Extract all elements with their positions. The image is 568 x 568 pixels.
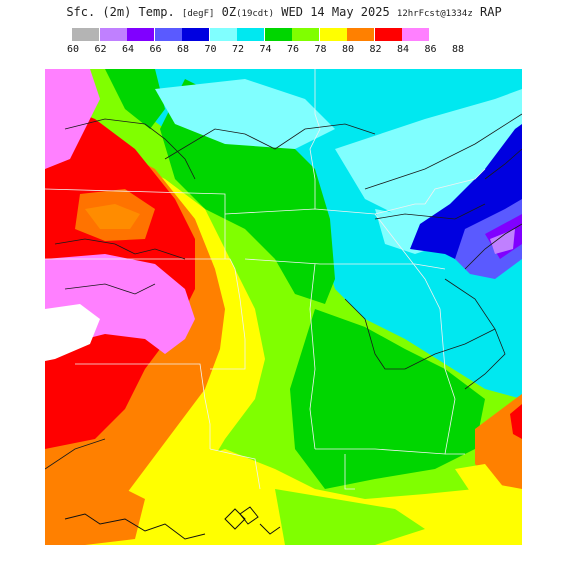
- field-84-west: [45, 69, 100, 169]
- field-62-east: [490, 229, 515, 254]
- legend-tick-72: 72: [231, 44, 245, 55]
- temperature-map: [45, 69, 522, 545]
- legend-tick-78: 78: [314, 44, 327, 55]
- legend-swatch-82: [374, 28, 402, 41]
- legend-tick-86: 86: [424, 44, 437, 55]
- field-78-south: [155, 449, 522, 545]
- title-model: RAP: [480, 5, 502, 19]
- legend-tick-82: 82: [369, 44, 382, 55]
- legend-swatch-66: [154, 28, 182, 41]
- color-legend: [72, 28, 430, 42]
- title-date: WED 14 May 2025: [281, 5, 390, 19]
- field-86-west: [45, 304, 100, 361]
- field-80-west-north: [75, 189, 155, 241]
- legend-tick-74: 74: [259, 44, 272, 55]
- field-74-south: [290, 309, 485, 489]
- field-70-north: [155, 79, 335, 149]
- legend-tick-64: 64: [121, 44, 135, 55]
- field-82-se: [510, 404, 522, 439]
- map-title: Sfc. (2m) Temp. [degF] 0Z(19cdt) WED 14 …: [0, 5, 568, 19]
- title-forecast: 12hrFcst@1334z: [396, 9, 473, 19]
- coastline: [64, 506, 281, 540]
- legend-swatch-78: [319, 28, 347, 41]
- legend-tick-60: 60: [66, 44, 80, 55]
- field-76-gulf: [275, 489, 425, 545]
- legend-tick-84: 84: [396, 44, 410, 55]
- legend-swatch-64: [127, 28, 154, 41]
- title-product: Sfc. (2m) Temp.: [66, 5, 175, 19]
- state-boundaries: [45, 69, 486, 490]
- legend-tick-68: 68: [176, 44, 190, 55]
- legend-tick-76: 76: [286, 44, 300, 55]
- legend-tick-66: 66: [149, 44, 162, 55]
- legend-swatch-60: [72, 28, 99, 41]
- legend-swatch-80: [347, 28, 374, 41]
- legend-swatch-70: [209, 28, 237, 41]
- legend-tick-62: 62: [94, 44, 107, 55]
- legend-swatch-74: [264, 28, 292, 41]
- legend-tick-70: 70: [204, 44, 217, 55]
- field-80-se: [475, 394, 522, 489]
- field-80-south: [45, 479, 145, 545]
- legend-swatch-68: [182, 28, 209, 41]
- legend-tick-80: 80: [341, 44, 355, 55]
- legend-tick-88: 88: [451, 44, 465, 55]
- legend-swatch-62: [99, 28, 127, 41]
- legend-swatch-84: [402, 28, 429, 41]
- title-local-time: (19cdt): [236, 9, 275, 19]
- field-78-se: [455, 464, 505, 499]
- legend-swatch-72: [237, 28, 264, 41]
- title-valid-time: 0Z: [221, 5, 237, 19]
- isotherm-contours: [45, 113, 522, 470]
- title-unit: [degF]: [181, 9, 215, 19]
- field-74-ne: [105, 69, 165, 129]
- legend-swatch-76: [292, 28, 319, 41]
